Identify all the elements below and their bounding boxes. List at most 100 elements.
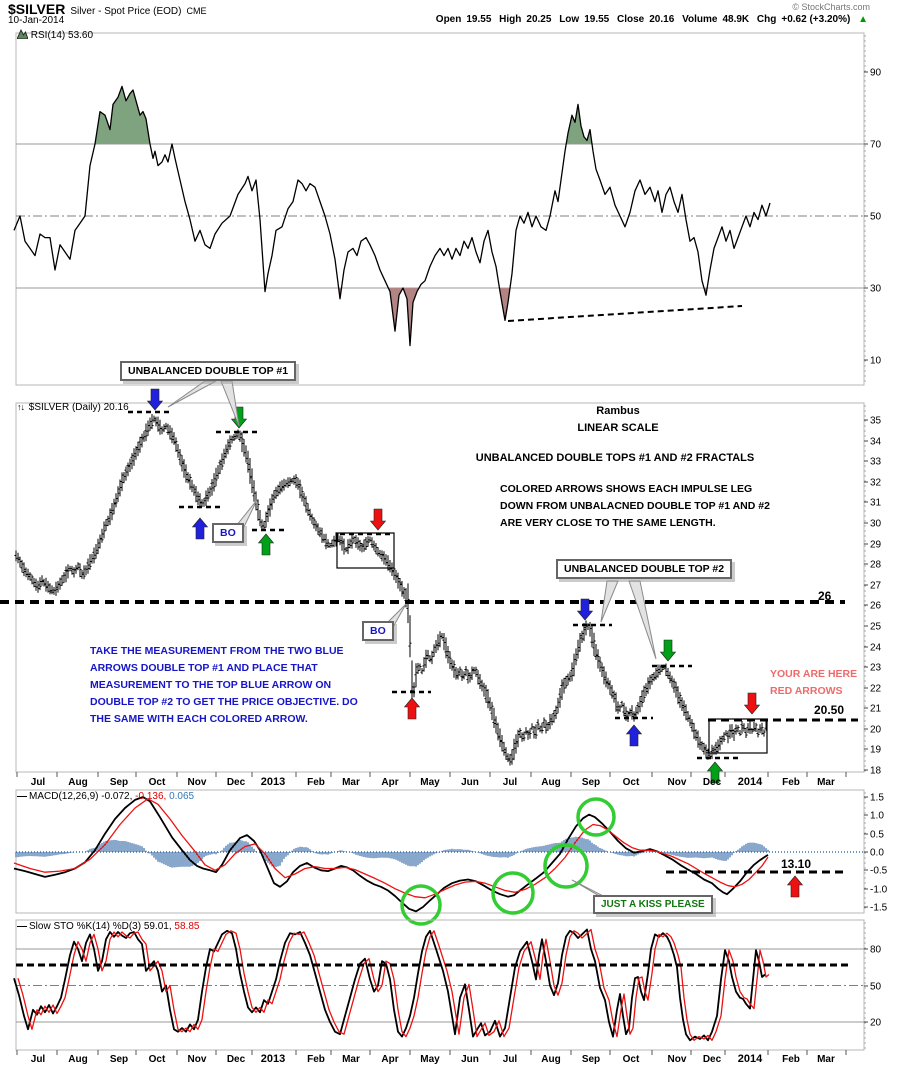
month-label: Dec	[703, 777, 722, 788]
month-label: Sep	[110, 777, 128, 788]
panel-price: 35 34 33 32 31 30 29 28 27 26 25 24 23 22 21 20 19 18	[0, 388, 882, 784]
close-label: Close	[617, 14, 645, 25]
linear-scale-label: LINEAR SCALE	[577, 422, 659, 434]
month-label: Dec	[703, 1054, 722, 1065]
open-value: 19.55	[466, 14, 492, 25]
month-label: Jul	[31, 777, 46, 788]
note-line: THE SAME WITH EACH COLORED ARROW.	[90, 713, 308, 725]
change-up-icon: ▲	[858, 14, 868, 25]
rsi-legend-text: RSI(14) 53.60	[30, 30, 94, 41]
panel-rsi: 90 70 50 30 10	[13, 32, 882, 386]
line-icon: —	[17, 791, 27, 802]
highlight-circle	[576, 797, 616, 837]
just-a-kiss-callout: JUST A KISS PLEASE	[593, 895, 713, 914]
note-line: ARROWS DOUBLE TOP #1 AND PLACE THAT	[90, 662, 318, 674]
macd-level-1310-label: 13.10	[781, 857, 812, 871]
callout-pointer	[600, 580, 619, 623]
panel-sto: 80 50 20	[13, 919, 882, 1051]
svg-text:33: 33	[870, 457, 882, 468]
svg-text:1.5: 1.5	[870, 793, 884, 804]
rsi-mountain-icon	[16, 28, 29, 40]
month-label: Aug	[541, 777, 560, 788]
note-line: RED ARROWS	[770, 685, 843, 697]
highlight-circle	[400, 884, 442, 926]
series-signal	[13, 798, 769, 899]
double-top-2-callout: UNBALANCED DOUBLE TOP #2	[556, 559, 733, 579]
line-icon: —	[17, 921, 27, 932]
callout-pointer	[167, 380, 217, 408]
you-are-here-note: YOUR ARE HERE RED ARROWS	[770, 666, 857, 700]
blue-up-arrow	[191, 517, 209, 540]
macd-hist-value: 0.065	[166, 791, 195, 802]
month-label: Feb	[307, 1054, 325, 1065]
red-down-arrow	[743, 692, 761, 715]
macd-legend: — MACD(12,26,9) -0.072, -0.136, 0.065	[17, 791, 194, 802]
svg-text:24: 24	[870, 643, 882, 654]
month-label: Feb	[782, 777, 800, 788]
open-label: Open	[435, 14, 462, 25]
month-label: Apr	[381, 1054, 398, 1065]
svg-text:28: 28	[870, 560, 882, 571]
month-label: Oct	[149, 777, 166, 788]
svg-text:30: 30	[870, 519, 882, 530]
month-label: Jul	[31, 1054, 46, 1065]
svg-text:19: 19	[870, 745, 882, 756]
svg-text:26: 26	[870, 601, 882, 612]
blue-up-arrow	[625, 724, 643, 747]
sto-signal-value: 58.85	[171, 921, 200, 932]
macd-signal-value: -0.136,	[132, 791, 167, 802]
month-label: 2014	[738, 776, 763, 788]
sto-legend-text: Slow STO %K(14) %D(3) 59.01,	[29, 921, 172, 932]
blue-down-arrow	[576, 598, 594, 621]
month-label: 2014	[738, 1053, 763, 1065]
month-label: Nov	[668, 777, 687, 788]
svg-text:27: 27	[870, 581, 882, 592]
change-label: Chg	[756, 14, 777, 25]
copyright-label: © StockCharts.com	[792, 2, 870, 12]
svg-text:20: 20	[870, 1018, 882, 1029]
symbol-description: Silver - Spot Price (EOD)	[70, 6, 182, 17]
series-slow-sto-k	[13, 928, 766, 1042]
month-label: Oct	[623, 777, 640, 788]
volume-label: Volume	[682, 14, 718, 25]
note-line: ARE VERY CLOSE TO THE SAME LENGTH.	[500, 517, 716, 529]
blue-down-arrow	[146, 388, 164, 411]
month-label: Apr	[381, 777, 398, 788]
high-label: High	[499, 14, 522, 25]
svg-text:30: 30	[870, 284, 882, 295]
svg-text:34: 34	[870, 437, 882, 448]
red-up-arrow	[403, 697, 421, 720]
green-down-arrow	[659, 639, 677, 662]
green-up-arrow	[257, 533, 275, 556]
svg-text:-1.0: -1.0	[870, 885, 888, 896]
consolidation-box	[708, 718, 768, 754]
month-label: 2013	[261, 1053, 285, 1065]
svg-text:35: 35	[870, 416, 882, 427]
price-level-2050-label: 20.50	[814, 703, 845, 717]
month-label: Sep	[110, 1054, 128, 1065]
month-label: Aug	[68, 1054, 87, 1065]
svg-text:18: 18	[870, 766, 882, 777]
header: $SILVER Silver - Spot Price (EOD) CME	[8, 1, 206, 17]
svg-text:1.0: 1.0	[870, 811, 884, 822]
svg-text:25: 25	[870, 622, 882, 633]
month-label: Mar	[817, 1054, 835, 1065]
svg-text:70: 70	[870, 140, 882, 151]
note-line: COLORED ARROWS SHOWS EACH IMPULSE LEG	[500, 483, 753, 495]
month-label: Mar	[817, 777, 835, 788]
svg-text:21: 21	[870, 704, 882, 715]
low-value: 19.55	[584, 14, 610, 25]
svg-text:50: 50	[870, 212, 882, 223]
low-label: Low	[559, 14, 580, 25]
note-line: MEASUREMENT TO THE TOP BLUE ARROW ON	[90, 679, 332, 691]
svg-text:32: 32	[870, 478, 882, 489]
month-label: Mar	[342, 777, 360, 788]
svg-text:31: 31	[870, 498, 882, 509]
price-legend: ↑↓ $SILVER (Daily) 20.16	[17, 402, 129, 413]
note-line: DOUBLE TOP #2 TO GET THE PRICE OBJECTIVE…	[90, 696, 358, 708]
panel-macd: 1.5 1.0 0.5 0.0 -0.5 -1.0 -1.5	[13, 789, 888, 926]
date-label: 10-Jan-2014	[8, 15, 65, 26]
month-label: Feb	[782, 1054, 800, 1065]
